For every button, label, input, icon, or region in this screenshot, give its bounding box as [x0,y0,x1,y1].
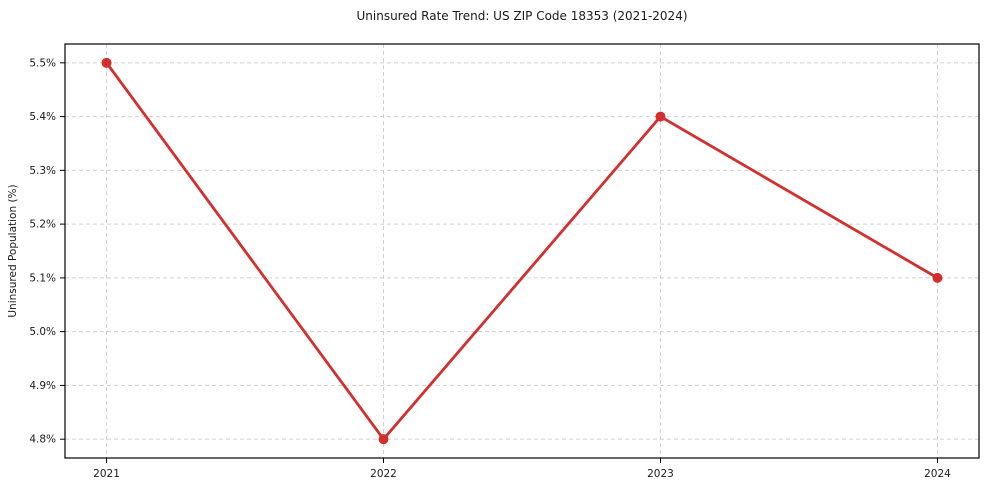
x-tick-label: 2024 [924,468,951,480]
data-point-2021 [101,57,112,68]
plot-border [64,43,980,459]
x-tick-label: 2021 [93,468,120,480]
y-tick-label: 5.1% [29,272,56,284]
data-point-2022 [378,434,389,445]
y-tick-label: 4.9% [29,380,56,392]
y-tick-label: 5.0% [29,326,56,338]
y-tick-label: 5.3% [29,165,56,177]
x-tick-label: 2023 [647,468,674,480]
y-tick-label: 5.5% [29,57,56,69]
data-point-2024 [932,272,943,283]
x-tick-label: 2022 [370,468,397,480]
chart-title: Uninsured Rate Trend: US ZIP Code 18353 … [356,9,688,23]
trend-line [105,61,939,441]
y-tick-label: 5.4% [29,111,56,123]
y-axis-label: Uninsured Population (%) [7,184,19,318]
data-point-2023 [655,111,666,122]
y-tick-label: 4.8% [29,434,56,446]
y-tick-label: 5.2% [29,219,56,231]
